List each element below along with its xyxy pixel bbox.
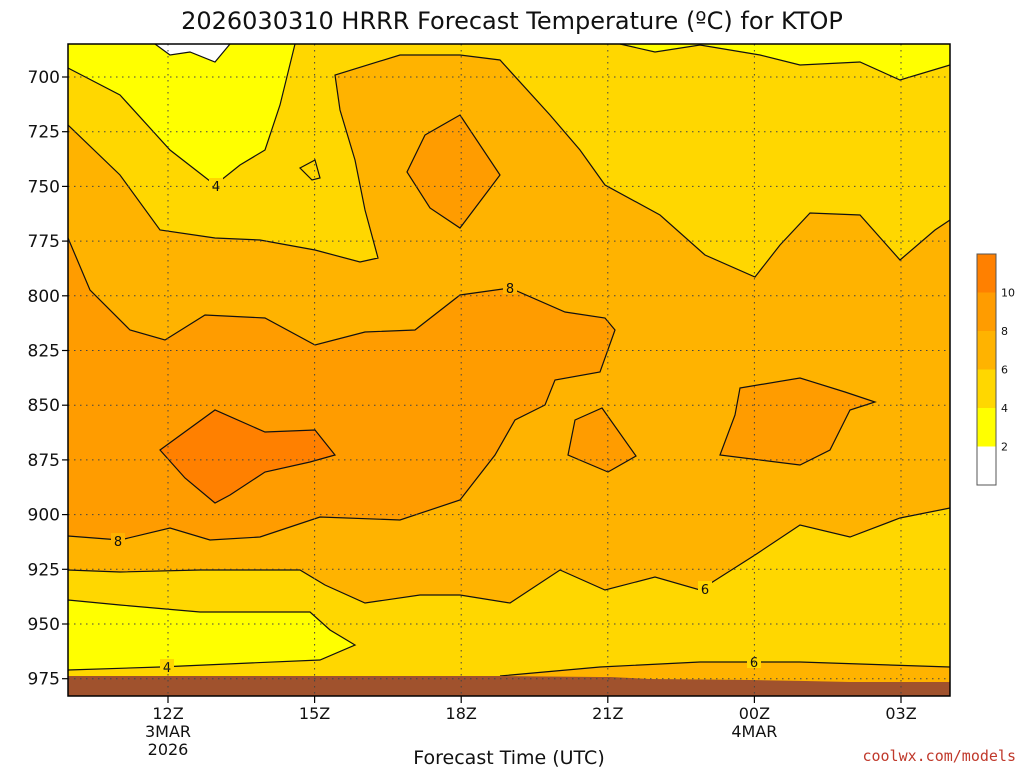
x-tick-label: 21Z	[592, 704, 623, 723]
x-tick-label: 03Z	[885, 704, 916, 723]
y-tick-label: 750	[28, 177, 60, 197]
contour-line	[567, 407, 637, 473]
colorbar-segment	[977, 369, 996, 408]
y-tick-label: 800	[28, 287, 60, 307]
y-axis: 700 725 750 775 800 825 850 875 900 925 950 975	[28, 68, 68, 690]
contour-line	[67, 507, 951, 604]
colorbar-border	[976, 253, 997, 486]
field-band-8-10-blob-upper	[407, 115, 500, 228]
contour-label: 4	[212, 180, 220, 195]
contour-line	[67, 54, 951, 278]
contour-line	[67, 43, 296, 186]
y-tick-label: 775	[28, 232, 60, 252]
y-tick-label: 875	[28, 451, 60, 471]
x-tick-year-label: 2026	[148, 740, 189, 759]
x-tick-label: 12Z	[152, 704, 183, 723]
colorbar-tick-label: 4	[1001, 402, 1008, 415]
field-band-4-6-upper	[68, 44, 950, 277]
colorbar-segment	[977, 292, 996, 331]
field-band-2-4-top	[68, 44, 295, 185]
colorbar-tick-label: 6	[1001, 364, 1008, 377]
contour-label: 6	[701, 583, 709, 598]
plot-area: 8 4 8 6 4 6	[67, 43, 951, 697]
contour-label: 8	[506, 282, 514, 297]
contour-line	[159, 409, 337, 504]
colorbar-segment	[977, 446, 996, 485]
field-band-10-plus	[160, 410, 335, 503]
y-tick-label: 925	[28, 560, 60, 580]
contour-labels: 8 4 8 6 4 6	[111, 178, 761, 676]
contour-line	[154, 43, 231, 63]
contour-lines	[67, 43, 951, 677]
y-tick-label: 950	[28, 615, 60, 635]
contour-line	[67, 237, 616, 541]
x-tick-label: 15Z	[299, 704, 330, 723]
y-tick-label: 850	[28, 396, 60, 416]
colorbar-segment	[977, 254, 996, 293]
contour-label: 4	[163, 661, 171, 676]
colorbar-segment	[977, 408, 996, 447]
contour-label: 8	[114, 535, 122, 550]
field-band-2-4-bottom	[68, 600, 355, 670]
plot-border	[67, 43, 951, 697]
contour-line	[299, 159, 321, 181]
y-tick-label: 975	[28, 670, 60, 690]
y-tick-label: 700	[28, 68, 60, 88]
y-tick-label: 900	[28, 506, 60, 526]
colorbar-tick-label: 10	[1001, 287, 1015, 300]
contour-line	[499, 661, 951, 677]
colorbar: 2 4 6 8 10	[976, 253, 1015, 486]
contour-line	[619, 43, 951, 81]
x-axis-label: Forecast Time (UTC)	[413, 747, 604, 768]
field-band-2-4-topright	[620, 44, 950, 80]
ground-terrain	[68, 676, 950, 696]
y-tick-label: 725	[28, 123, 60, 143]
chart-title: 2026030310 HRRR Forecast Temperature (ºC…	[181, 7, 843, 35]
colorbar-tick-label: 8	[1001, 325, 1008, 338]
field-band-8-10-blob-21z	[568, 408, 636, 472]
x-tick-label: 00Z	[739, 704, 770, 723]
credit-text: coolwx.com/models	[862, 747, 1016, 765]
y-tick-label: 825	[28, 342, 60, 362]
field-band-8-10-blob-00z	[720, 378, 875, 465]
x-tick-label: 18Z	[446, 704, 477, 723]
grid-lines	[68, 44, 950, 696]
x-tick-date-label: 4MAR	[731, 722, 777, 741]
contour-line	[406, 114, 501, 229]
contour-line	[67, 599, 357, 671]
contour-line	[719, 377, 877, 466]
colorbar-tick-label: 2	[1001, 441, 1008, 454]
x-tick-date-label: 3MAR	[145, 722, 191, 741]
colorbar-segment	[977, 331, 996, 370]
